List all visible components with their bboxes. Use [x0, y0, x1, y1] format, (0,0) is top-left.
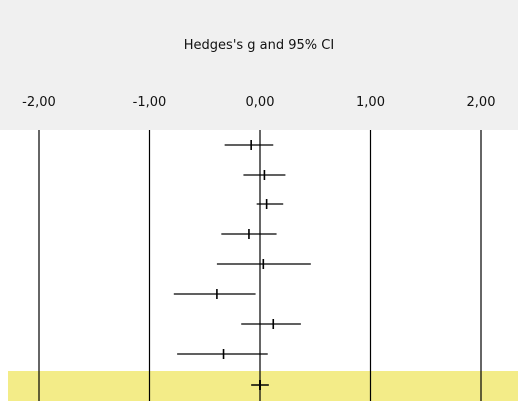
- gridlines: [38, 130, 482, 401]
- study-intervals: [173, 140, 311, 359]
- x-tick-label: -1,00: [133, 95, 167, 110]
- summary-estimate: [251, 380, 269, 390]
- header-background: [0, 0, 518, 130]
- summary-band: [8, 371, 518, 401]
- x-tick-label: 2,00: [467, 95, 496, 110]
- x-tick-label: 0,00: [246, 95, 275, 110]
- chart-title: Hedges's g and 95% CI: [184, 38, 334, 53]
- x-axis-tick-labels: -2,00 -1,00 0,00 1,00 2,00: [22, 95, 495, 110]
- x-tick-label: -2,00: [22, 95, 56, 110]
- x-tick-label: 1,00: [356, 95, 385, 110]
